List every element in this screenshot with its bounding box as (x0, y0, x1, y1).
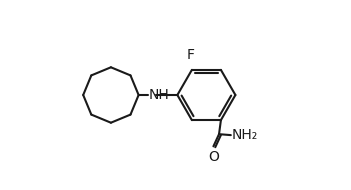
Text: O: O (208, 150, 219, 164)
Text: NH₂: NH₂ (232, 128, 258, 142)
Text: F: F (187, 48, 195, 62)
Text: NH: NH (148, 88, 169, 102)
